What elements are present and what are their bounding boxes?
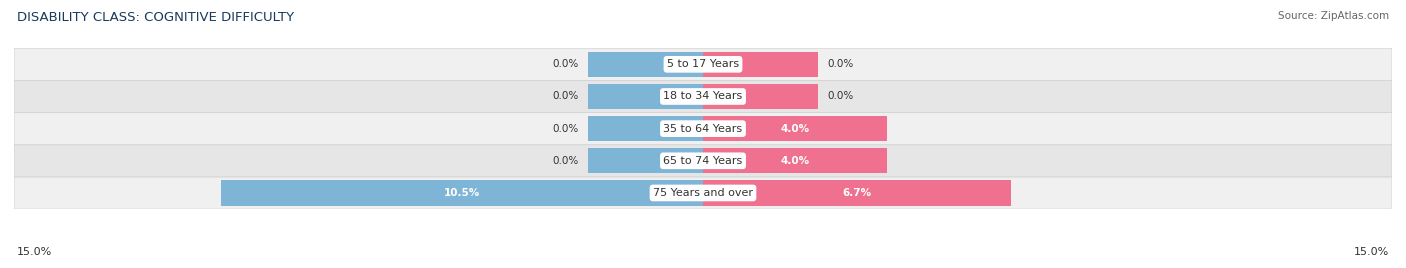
Text: DISABILITY CLASS: COGNITIVE DIFFICULTY: DISABILITY CLASS: COGNITIVE DIFFICULTY <box>17 11 294 24</box>
FancyBboxPatch shape <box>14 48 1392 80</box>
Text: 18 to 34 Years: 18 to 34 Years <box>664 91 742 102</box>
Text: 0.0%: 0.0% <box>553 91 579 102</box>
FancyBboxPatch shape <box>14 113 1392 145</box>
Text: 4.0%: 4.0% <box>780 156 810 166</box>
Bar <box>588 84 703 109</box>
Bar <box>588 148 703 173</box>
FancyBboxPatch shape <box>14 145 1392 177</box>
Text: 0.0%: 0.0% <box>553 59 579 69</box>
Text: 15.0%: 15.0% <box>17 247 52 257</box>
Bar <box>588 116 703 141</box>
Bar <box>703 52 818 77</box>
Bar <box>703 116 887 141</box>
Text: 5 to 17 Years: 5 to 17 Years <box>666 59 740 69</box>
Text: 0.0%: 0.0% <box>827 91 853 102</box>
Text: 6.7%: 6.7% <box>842 188 872 198</box>
Text: 4.0%: 4.0% <box>780 124 810 134</box>
Bar <box>221 180 703 206</box>
FancyBboxPatch shape <box>14 80 1392 113</box>
Text: 0.0%: 0.0% <box>553 124 579 134</box>
Bar <box>703 180 1011 206</box>
Bar <box>588 52 703 77</box>
Text: 15.0%: 15.0% <box>1354 247 1389 257</box>
Text: 75 Years and over: 75 Years and over <box>652 188 754 198</box>
Text: 65 to 74 Years: 65 to 74 Years <box>664 156 742 166</box>
Text: 35 to 64 Years: 35 to 64 Years <box>664 124 742 134</box>
FancyBboxPatch shape <box>14 177 1392 209</box>
Text: 0.0%: 0.0% <box>553 156 579 166</box>
Bar <box>703 148 887 173</box>
Text: 0.0%: 0.0% <box>827 59 853 69</box>
Text: Source: ZipAtlas.com: Source: ZipAtlas.com <box>1278 11 1389 21</box>
Bar <box>703 84 818 109</box>
Text: 10.5%: 10.5% <box>444 188 479 198</box>
